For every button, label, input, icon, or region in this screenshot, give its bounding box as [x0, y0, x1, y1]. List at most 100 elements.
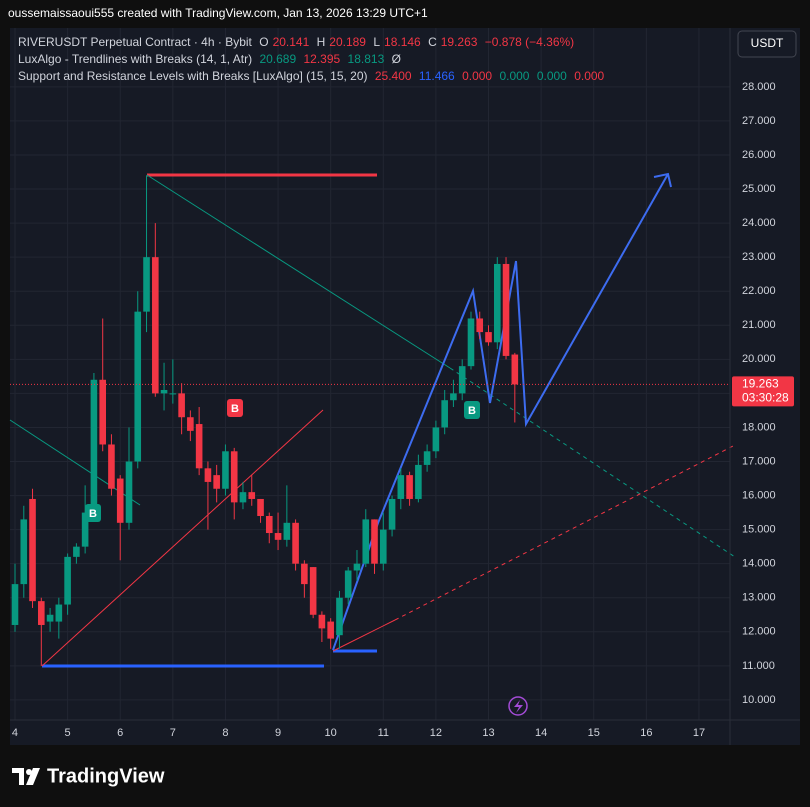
last-price-box	[732, 376, 794, 407]
candle-body	[432, 427, 440, 452]
candle-body	[160, 389, 168, 394]
x-tick-label: 16	[640, 727, 652, 739]
currency[interactable]: USDT	[751, 36, 784, 50]
logo-icon	[26, 769, 32, 775]
x-tick-label: 5	[65, 727, 71, 739]
last-price: 19.263	[742, 377, 779, 391]
x-tick-label: 9	[275, 727, 281, 739]
grid	[10, 28, 730, 720]
y-tick-label: 17.000	[742, 455, 776, 467]
y-tick-label: 13.000	[742, 592, 776, 604]
chart-panel	[10, 28, 800, 745]
candle-body	[152, 257, 159, 394]
indicator: LuxAlgo - Trendlines with Breaks (14, 1,…	[18, 52, 253, 66]
x-tick-label: 6	[117, 727, 123, 739]
x-tick-label: 14	[535, 727, 547, 739]
change: −0.878 (−4.36%)	[484, 35, 575, 49]
event-icon[interactable]	[508, 696, 528, 716]
candle-body	[222, 451, 229, 489]
candle-body	[388, 498, 396, 530]
symbol: RIVERUSDT Perpetual Contract · 4h · Bybi…	[18, 35, 252, 49]
candle-body	[467, 318, 475, 367]
candle-body	[353, 563, 361, 571]
trendline	[146, 174, 451, 369]
candle-body	[195, 424, 203, 469]
candle-body	[265, 515, 273, 534]
candle-body	[81, 512, 89, 547]
indicator-value: 11.466	[418, 69, 455, 83]
legend-row: RIVERUSDT Perpetual Contract · 4h · Bybi…	[18, 34, 608, 51]
indicator-value: 0.000	[499, 69, 530, 83]
candle-body	[493, 263, 501, 343]
candle-body	[116, 478, 124, 523]
legend-row: Support and Resistance Levels with Break…	[18, 68, 608, 85]
candle-body	[485, 332, 492, 343]
drawings	[9, 172, 736, 668]
candle-body	[125, 461, 133, 523]
indicator-value: 0.000	[536, 69, 567, 83]
signal-box	[85, 504, 101, 522]
path-drawing	[332, 173, 669, 651]
candle-body	[55, 604, 63, 622]
legend-row: LuxAlgo - Trendlines with Breaks (14, 1,…	[18, 51, 608, 68]
y-tick-label: 21.000	[742, 319, 776, 331]
indicator: Support and Resistance Levels with Break…	[18, 69, 368, 83]
candle-body	[318, 614, 326, 629]
y-tick-label: 28.000	[742, 81, 776, 93]
candle-body	[309, 567, 317, 615]
candle-body	[344, 570, 352, 598]
trendline-ext	[449, 367, 736, 558]
candle-body	[458, 366, 466, 394]
candle-body	[502, 263, 510, 356]
candle-body	[397, 475, 405, 499]
y-tick-label: 26.000	[742, 149, 776, 161]
y-tick-label: 16.000	[742, 489, 776, 501]
header: oussemaissaoui555 created with TradingVi…	[8, 6, 428, 20]
ohlc-label: H	[316, 35, 326, 49]
candle-body	[248, 492, 256, 499]
candle-body	[108, 444, 115, 489]
ohlc-label: L	[373, 35, 381, 49]
candle-body	[274, 533, 282, 540]
logo-icon	[26, 768, 40, 785]
x-tick-label: 15	[588, 727, 600, 739]
candle-body	[169, 393, 177, 395]
brand: TradingView	[47, 765, 165, 787]
indicator-value: 0.000	[462, 69, 493, 83]
ohlc-value: 20.189	[329, 35, 366, 49]
candle-body	[336, 597, 343, 636]
candle-body	[450, 393, 457, 401]
event-icon-bolt	[514, 700, 523, 713]
logo: TradingView	[12, 765, 165, 787]
x-tick-label: 10	[325, 727, 337, 739]
candle-body	[379, 529, 387, 564]
candle-body	[204, 468, 212, 482]
candle-body	[99, 379, 107, 445]
y-tick-label: 12.000	[742, 626, 776, 638]
y-tick-label: 20.000	[742, 353, 776, 365]
currency-button[interactable]	[737, 30, 797, 58]
y-tick-label: 27.000	[742, 115, 776, 127]
x-tick-label: 12	[430, 727, 442, 739]
y-tick-label: 24.000	[742, 217, 776, 229]
candle-body	[283, 522, 291, 540]
legend: RIVERUSDT Perpetual Contract · 4h · Bybi…	[18, 34, 608, 85]
candle-body	[406, 475, 413, 499]
candle-body	[90, 379, 98, 513]
signal: B	[231, 403, 239, 415]
axes: 10.000 11.000 12.000 13.000 14.000 15.000 16.0…	[12, 81, 794, 739]
y-tick-label: 22.000	[742, 285, 776, 297]
indicator-value: 12.395	[303, 52, 341, 66]
countdown: 03:30:28	[742, 391, 789, 405]
candle-body	[64, 556, 71, 605]
indicator-value: 20.689	[259, 52, 297, 66]
ohlc-value: 19.263	[440, 35, 478, 49]
ohlc-label: O	[259, 35, 269, 49]
y-tick-label: 25.000	[742, 183, 776, 195]
candle-body	[415, 464, 422, 499]
y-tick-label: 15.000	[742, 524, 776, 536]
indicator-value: Ø	[391, 52, 401, 66]
indicator-value: 0.000	[574, 69, 605, 83]
